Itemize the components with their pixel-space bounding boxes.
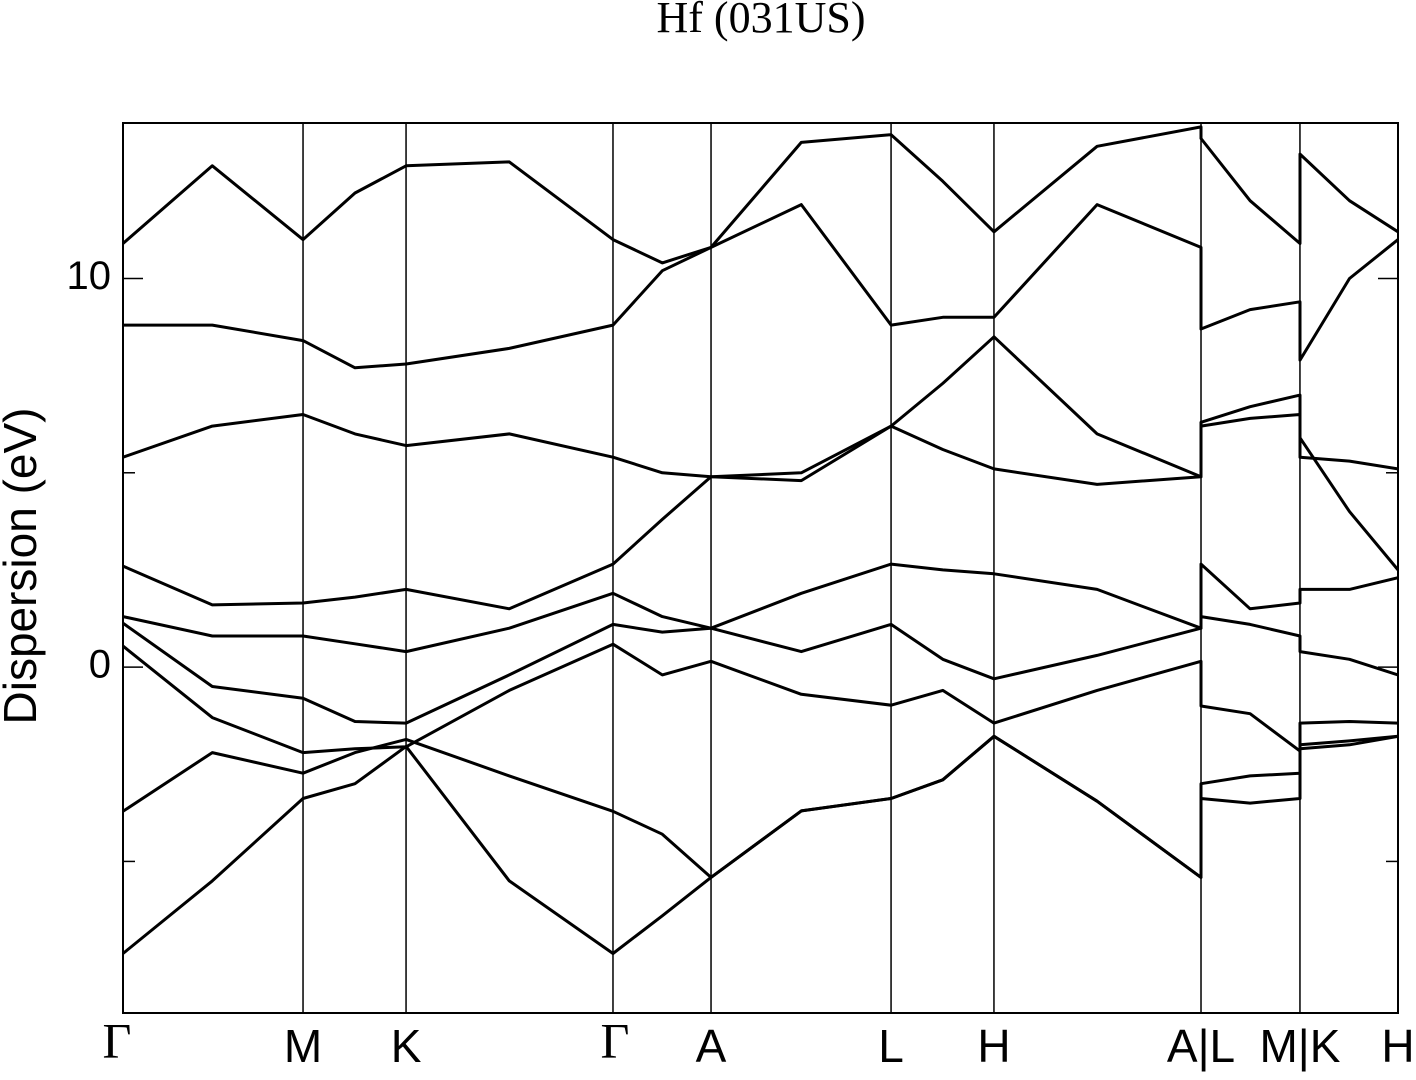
y-tick-label: 10 — [67, 254, 112, 298]
x-tick-label: A — [696, 1020, 727, 1072]
x-tick-label: Γ — [601, 1012, 630, 1068]
x-tick-label: K — [391, 1020, 422, 1072]
x-tick-label: Γ — [103, 1012, 132, 1068]
band-line — [123, 203, 1398, 370]
x-tick-label: A|L — [1167, 1020, 1235, 1072]
y-axis-label: Dispersion (eV) — [0, 408, 46, 725]
y-tick-label: 0 — [89, 643, 111, 687]
x-tick-label: H — [977, 1020, 1010, 1072]
band-line — [123, 615, 1398, 725]
band-line — [123, 642, 1398, 755]
band-line — [123, 335, 1398, 483]
x-tick-label: H — [1381, 1020, 1414, 1072]
x-tick-label: M — [284, 1020, 322, 1072]
x-tick-label: M|K — [1259, 1020, 1340, 1072]
band-line — [123, 562, 1398, 654]
band-line — [123, 125, 1398, 265]
band-line — [123, 413, 1398, 611]
chart-title: Hf (031US) — [657, 0, 866, 42]
x-tick-label: L — [878, 1020, 904, 1072]
band-line — [123, 734, 1398, 879]
